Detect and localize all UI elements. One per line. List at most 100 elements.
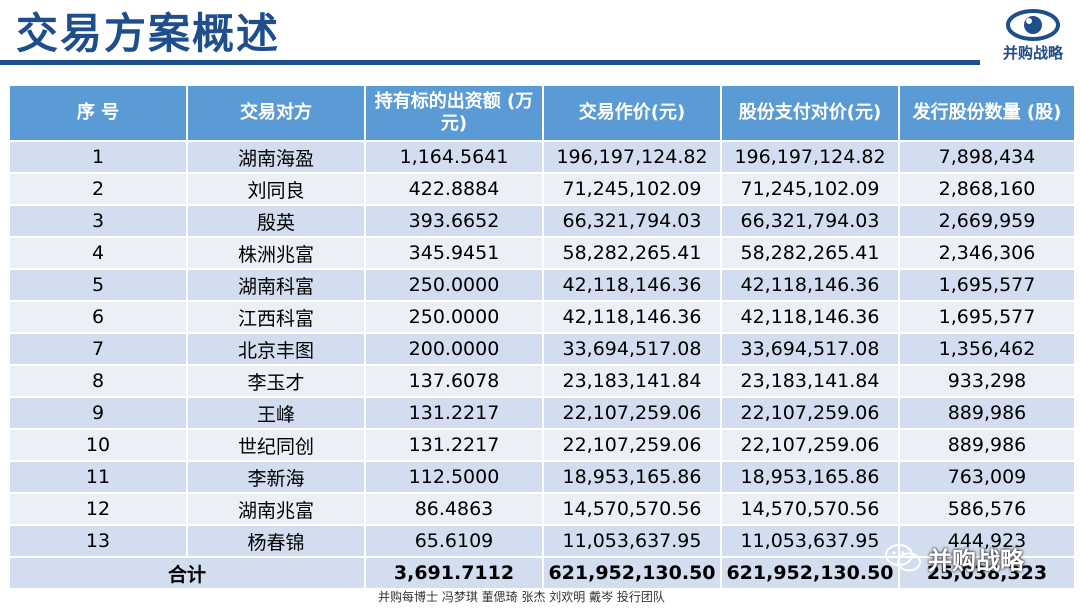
title-divider: [0, 60, 980, 65]
page-title: 交易方案概述: [16, 9, 281, 58]
cell-counterparty: 李新海: [186, 460, 366, 494]
cell-price: 66,321,794.03: [542, 204, 722, 238]
cell-capital: 200.0000: [364, 332, 544, 366]
cell-consideration: 23,183,141.84: [720, 364, 900, 398]
cell-price: 18,953,165.86: [542, 460, 722, 494]
table-row: 2 刘同良 422.8884 71,245,102.09 71,245,102.09 2,…: [8, 172, 1076, 206]
total-label: 合计: [8, 556, 366, 590]
cell-capital: 86.4863: [364, 492, 544, 526]
table-row: 3 殷英 393.6652 66,321,794.03 66,321,794.03 2,6…: [8, 204, 1076, 238]
cell-capital: 131.2217: [364, 428, 544, 462]
cell-shares: 1,356,462: [898, 332, 1076, 366]
cell-price: 11,053,637.95: [542, 524, 722, 558]
cell-price: 71,245,102.09: [542, 172, 722, 206]
cell-consideration: 42,118,146.36: [720, 268, 900, 302]
table-row: 12 湖南兆富 86.4863 14,570,570.56 14,570,570.56 5…: [8, 492, 1076, 526]
cell-index: 5: [8, 268, 188, 302]
cell-index: 1: [8, 140, 188, 174]
table-row: 5 湖南科富 250.0000 42,118,146.36 42,118,146.36 1…: [8, 268, 1076, 302]
cell-counterparty: 李玉才: [186, 364, 366, 398]
table-body: 1 湖南海盈 1,164.5641 196,197,124.82 196,197,124…: [8, 140, 1076, 558]
cell-consideration: 58,282,265.41: [720, 236, 900, 270]
cell-index: 10: [8, 428, 188, 462]
cell-capital: 1,164.5641: [364, 140, 544, 174]
table-row: 7 北京丰图 200.0000 33,694,517.08 33,694,517.08 1…: [8, 332, 1076, 366]
cell-shares: 7,898,434: [898, 140, 1076, 174]
cell-counterparty: 刘同良: [186, 172, 366, 206]
total-shares: 25,038,323: [898, 556, 1076, 590]
cell-price: 58,282,265.41: [542, 236, 722, 270]
cell-index: 7: [8, 332, 188, 366]
cell-price: 42,118,146.36: [542, 268, 722, 302]
eye-icon: [1006, 9, 1060, 41]
logo-label: 并购战略: [1002, 44, 1063, 62]
watermark-label: 并购战略: [928, 546, 1024, 575]
table-row: 4 株洲兆富 345.9451 58,282,265.41 58,282,265.41 2…: [8, 236, 1076, 270]
header-counterparty: 交易对方: [186, 84, 366, 142]
header-shares-issued: 发行股份数量 (股): [898, 84, 1076, 142]
cell-shares: 444,923: [898, 524, 1076, 558]
total-consideration: 621,952,130.50: [720, 556, 900, 590]
cell-capital: 137.6078: [364, 364, 544, 398]
cell-shares: 2,346,306: [898, 236, 1076, 270]
table-row: 13 杨春锦 65.6109 11,053,637.95 11,053,637.95 44…: [8, 524, 1076, 558]
cell-shares: 2,868,160: [898, 172, 1076, 206]
cell-shares: 889,986: [898, 396, 1076, 430]
cell-price: 22,107,259.06: [542, 396, 722, 430]
table-row: 8 李玉才 137.6078 23,183,141.84 23,183,141.84 93…: [8, 364, 1076, 398]
cell-capital: 345.9451: [364, 236, 544, 270]
cell-counterparty: 杨春锦: [186, 524, 366, 558]
cell-index: 2: [8, 172, 188, 206]
cell-price: 22,107,259.06: [542, 428, 722, 462]
cell-counterparty: 江西科富: [186, 300, 366, 334]
cell-consideration: 66,321,794.03: [720, 204, 900, 238]
brand-logo: 并购战略: [990, 4, 1076, 74]
total-capital: 3,691.7112: [364, 556, 544, 590]
header-transaction-price: 交易作价(元): [542, 84, 722, 142]
table-header-row: 序 号 交易对方 持有标的出资额 (万元) 交易作价(元) 股份支付对价(元) …: [8, 84, 1076, 142]
cell-price: 42,118,146.36: [542, 300, 722, 334]
header-capital-contribution: 持有标的出资额 (万元): [364, 84, 544, 142]
cell-capital: 393.6652: [364, 204, 544, 238]
cell-price: 33,694,517.08: [542, 332, 722, 366]
cell-counterparty: 株洲兆富: [186, 236, 366, 270]
cell-capital: 131.2217: [364, 396, 544, 430]
cell-shares: 763,009: [898, 460, 1076, 494]
cell-shares: 1,695,577: [898, 268, 1076, 302]
cell-shares: 1,695,577: [898, 300, 1076, 334]
cell-consideration: 196,197,124.82: [720, 140, 900, 174]
header-index: 序 号: [8, 84, 188, 142]
cell-index: 6: [8, 300, 188, 334]
footer-credit: 并购每博士 冯梦琪 董偲琦 张杰 刘欢明 戴岑 投行团队: [378, 590, 665, 604]
wechat-icon: [885, 544, 921, 572]
cell-index: 4: [8, 236, 188, 270]
transaction-table: 序 号 交易对方 持有标的出资额 (万元) 交易作价(元) 股份支付对价(元) …: [8, 84, 1076, 590]
cell-consideration: 22,107,259.06: [720, 396, 900, 430]
cell-price: 23,183,141.84: [542, 364, 722, 398]
cell-shares: 889,986: [898, 428, 1076, 462]
cell-consideration: 71,245,102.09: [720, 172, 900, 206]
cell-capital: 112.5000: [364, 460, 544, 494]
table-row: 10 世纪同创 131.2217 22,107,259.06 22,107,259.06…: [8, 428, 1076, 462]
cell-counterparty: 王峰: [186, 396, 366, 430]
cell-counterparty: 世纪同创: [186, 428, 366, 462]
cell-capital: 250.0000: [364, 300, 544, 334]
cell-capital: 422.8884: [364, 172, 544, 206]
table-row: 11 李新海 112.5000 18,953,165.86 18,953,165.86 7…: [8, 460, 1076, 494]
total-row: 合计 3,691.7112 621,952,130.50 621,952,130…: [8, 556, 1076, 590]
cell-consideration: 22,107,259.06: [720, 428, 900, 462]
cell-index: 11: [8, 460, 188, 494]
table-row: 6 江西科富 250.0000 42,118,146.36 42,118,146.36 1…: [8, 300, 1076, 334]
cell-capital: 250.0000: [364, 268, 544, 302]
cell-price: 14,570,570.56: [542, 492, 722, 526]
cell-index: 8: [8, 364, 188, 398]
cell-shares: 2,669,959: [898, 204, 1076, 238]
header-share-consideration: 股份支付对价(元): [720, 84, 900, 142]
cell-counterparty: 湖南科富: [186, 268, 366, 302]
cell-counterparty: 北京丰图: [186, 332, 366, 366]
cell-price: 196,197,124.82: [542, 140, 722, 174]
cell-counterparty: 湖南兆富: [186, 492, 366, 526]
cell-index: 13: [8, 524, 188, 558]
table-row: 9 王峰 131.2217 22,107,259.06 22,107,259.06 889…: [8, 396, 1076, 430]
table-row: 1 湖南海盈 1,164.5641 196,197,124.82 196,197,124…: [8, 140, 1076, 174]
